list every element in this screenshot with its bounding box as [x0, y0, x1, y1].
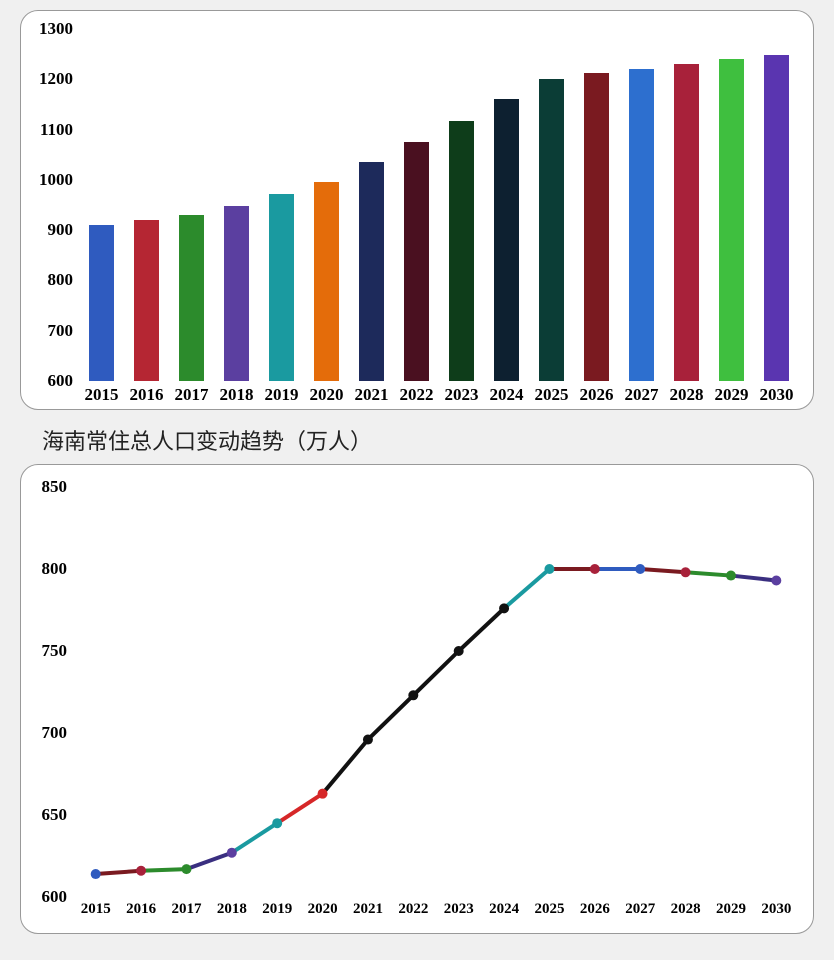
line-x-tick: 2026: [580, 897, 610, 918]
line-segment: [413, 651, 458, 695]
bar-x-tick: 2015: [85, 381, 119, 405]
bar-y-tick: 800: [48, 270, 80, 290]
bar-x-tick: 2022: [400, 381, 434, 405]
line-y-tick: 700: [42, 723, 74, 743]
line-x-tick: 2028: [671, 897, 701, 918]
line-x-tick: 2021: [353, 897, 383, 918]
line-x-tick: 2020: [308, 897, 338, 918]
line-segment: [504, 569, 549, 608]
bar-x-tick: 2026: [580, 381, 614, 405]
bar-x-tick: 2027: [625, 381, 659, 405]
line-marker: [136, 866, 146, 876]
bar: [449, 121, 474, 381]
bar: [269, 194, 294, 381]
line-marker: [635, 564, 645, 574]
line-segment: [731, 576, 776, 581]
bar: [404, 142, 429, 381]
bar-y-tick: 900: [48, 220, 80, 240]
bar-y-tick: 1000: [39, 170, 79, 190]
line-y-tick: 600: [42, 887, 74, 907]
line-marker: [771, 575, 781, 585]
line-x-tick: 2022: [398, 897, 428, 918]
bar: [314, 182, 339, 381]
bar-chart-panel: 600 700 800 900 1000 1100 1200 1300 2015 2016 2017…: [20, 10, 814, 410]
bar-x-tick: 2028: [670, 381, 704, 405]
bar-x-tick: 2020: [310, 381, 344, 405]
bar: [89, 225, 114, 381]
line-chart-svg: [73, 487, 799, 897]
line-y-tick: 650: [42, 805, 74, 825]
line-marker: [227, 848, 237, 858]
line-x-tick: 2027: [625, 897, 655, 918]
line-marker: [681, 567, 691, 577]
line-marker: [454, 646, 464, 656]
line-segment: [232, 823, 277, 853]
line-x-tick: 2023: [444, 897, 474, 918]
bar-x-tick: 2019: [265, 381, 299, 405]
line-x-tick: 2030: [761, 897, 791, 918]
line-marker: [408, 690, 418, 700]
bar: [539, 79, 564, 381]
bar: [179, 215, 204, 381]
bar: [224, 206, 249, 381]
bar: [584, 73, 609, 381]
chart-caption: 海南常住总人口变动趋势（万人）: [20, 418, 814, 464]
line-chart-panel: 600 650 700 750 800 850 2015 2016 2017 2018 2019 20…: [20, 464, 814, 934]
bar: [134, 220, 159, 381]
line-segment: [640, 569, 685, 572]
bar-y-tick: 1300: [39, 19, 79, 39]
line-segment: [277, 794, 322, 824]
line-x-tick: 2016: [126, 897, 156, 918]
bar-x-tick: 2030: [760, 381, 794, 405]
bar-chart-plot: 6007008009001000110012001300201520162017…: [79, 29, 799, 381]
bar-x-tick: 2021: [355, 381, 389, 405]
line-marker: [363, 735, 373, 745]
bar: [629, 69, 654, 381]
line-x-tick: 2019: [262, 897, 292, 918]
line-x-tick: 2025: [534, 897, 564, 918]
line-marker: [318, 789, 328, 799]
line-x-tick: 2018: [217, 897, 247, 918]
bar: [494, 99, 519, 381]
line-y-tick: 800: [42, 559, 74, 579]
line-segment: [96, 871, 141, 874]
line-segment: [141, 869, 186, 871]
line-marker: [91, 869, 101, 879]
bar-x-tick: 2016: [130, 381, 164, 405]
bar-y-tick: 700: [48, 321, 80, 341]
line-segment: [186, 853, 231, 869]
bar-x-tick: 2029: [715, 381, 749, 405]
line-x-tick: 2024: [489, 897, 519, 918]
bar-x-tick: 2025: [535, 381, 569, 405]
bar: [764, 55, 789, 381]
line-x-tick: 2017: [171, 897, 201, 918]
bar-y-tick: 1100: [40, 120, 79, 140]
line-marker: [499, 603, 509, 613]
bar-x-tick: 2017: [175, 381, 209, 405]
line-marker: [590, 564, 600, 574]
line-marker: [726, 571, 736, 581]
line-segment: [459, 608, 504, 651]
line-segment: [368, 695, 413, 739]
bar: [359, 162, 384, 381]
line-segment: [686, 572, 731, 575]
line-x-tick: 2015: [81, 897, 111, 918]
line-segment: [323, 740, 368, 794]
line-marker: [181, 864, 191, 874]
bar-y-tick: 1200: [39, 69, 79, 89]
bar-x-tick: 2023: [445, 381, 479, 405]
bar-y-tick: 600: [48, 371, 80, 391]
bar: [719, 59, 744, 381]
line-marker: [544, 564, 554, 574]
line-marker: [272, 818, 282, 828]
line-x-tick: 2029: [716, 897, 746, 918]
bar-x-tick: 2024: [490, 381, 524, 405]
bar: [674, 64, 699, 381]
line-y-tick: 850: [42, 477, 74, 497]
line-y-tick: 750: [42, 641, 74, 661]
line-chart-plot: 6006507007508008502015201620172018201920…: [73, 487, 799, 897]
bar-x-tick: 2018: [220, 381, 254, 405]
